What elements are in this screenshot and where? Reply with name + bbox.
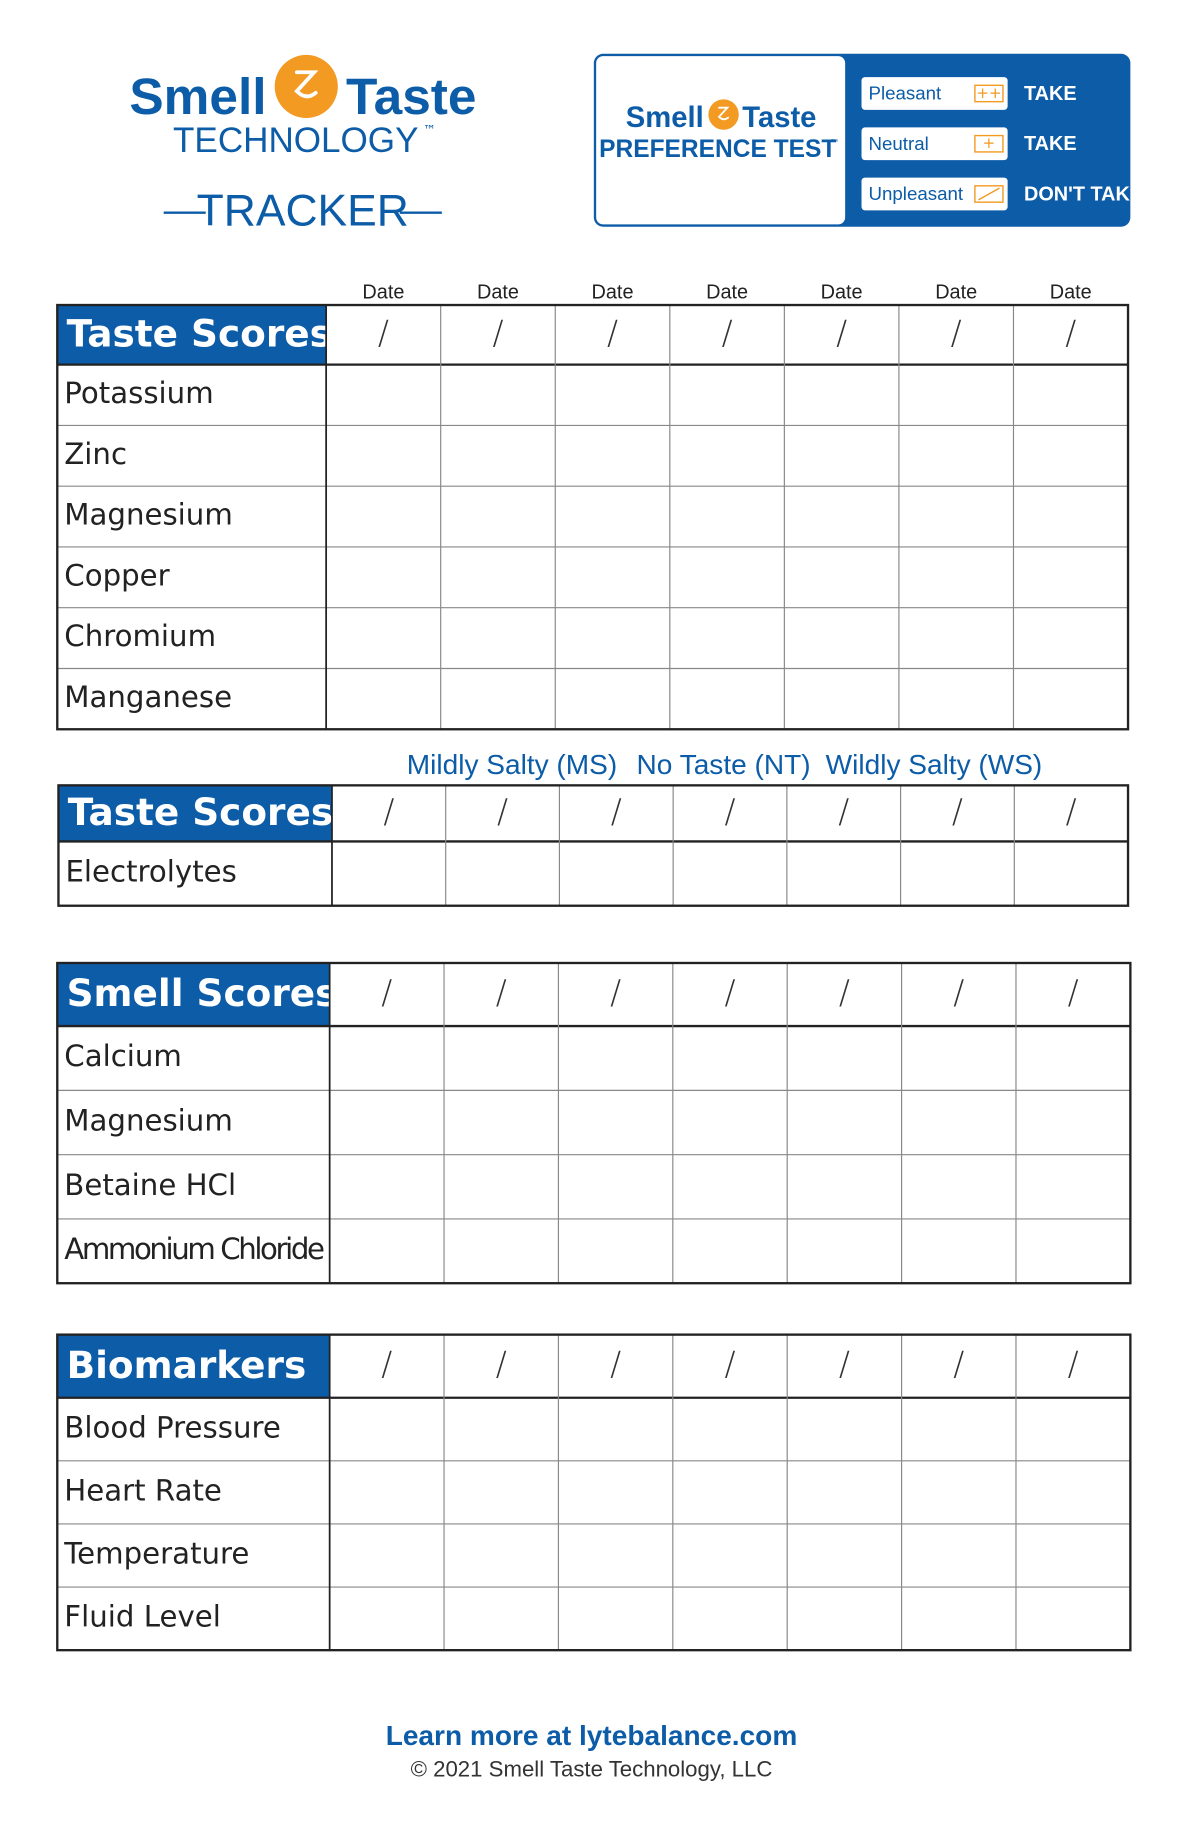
legend-symbol-box — [974, 84, 1004, 103]
table-border — [56, 1333, 1132, 1652]
date-label: Date — [1050, 282, 1092, 304]
date-label: Date — [706, 282, 748, 304]
date-separator: / — [836, 314, 847, 352]
row-label: Heart Rate — [64, 1473, 222, 1507]
row-label: Magnesium — [64, 498, 233, 532]
salty-key: Wildly Salty (WS) — [826, 749, 1043, 780]
date-separator: / — [496, 974, 507, 1012]
date-separator: / — [953, 1345, 964, 1383]
date-separator: / — [611, 792, 622, 830]
logo-word: Taste — [346, 67, 476, 125]
date-separator: / — [952, 792, 963, 830]
date-separator: / — [383, 792, 394, 830]
row-label: Chromium — [64, 619, 216, 653]
date-label: Date — [592, 282, 634, 304]
section-title: Smell Scores — [67, 971, 338, 1015]
legend-word: Taste — [742, 102, 816, 134]
trademark: ™ — [423, 123, 436, 138]
row-label: Blood Pressure — [64, 1410, 281, 1444]
date-separator: / — [838, 792, 849, 830]
salty-key: Mildly Salty (MS) — [407, 749, 617, 780]
date-separator: / — [724, 974, 735, 1012]
date-separator: / — [381, 1345, 392, 1383]
legend-option — [861, 77, 1008, 110]
legend-action: DON'T TAKE — [1024, 183, 1143, 205]
date-label: Date — [821, 282, 863, 304]
legend-label: Pleasant — [869, 83, 943, 104]
row-label: Copper — [64, 558, 170, 592]
section-title: Taste Scores — [68, 790, 333, 834]
date-separator: / — [1066, 792, 1077, 830]
section-header — [57, 1334, 330, 1398]
date-separator: / — [610, 1345, 621, 1383]
date-separator: / — [1068, 974, 1079, 1012]
row-label: Calcium — [64, 1039, 182, 1073]
logo-subtitle: TECHNOLOGY — [173, 121, 418, 160]
row-label: Manganese — [64, 680, 232, 714]
legend-symbol-box — [974, 185, 1004, 203]
footer-link: Learn more at lytebalance.com — [386, 1720, 798, 1751]
legend-option — [861, 127, 1008, 161]
date-separator: / — [1065, 314, 1076, 352]
section-header — [57, 305, 327, 365]
row-label: Fluid Level — [64, 1600, 221, 1634]
date-separator: / — [492, 314, 503, 352]
section-title: Biomarkers — [67, 1343, 307, 1387]
date-separator: / — [610, 974, 621, 1012]
date-label: Date — [935, 282, 977, 304]
table-border — [56, 303, 1130, 731]
table-border — [57, 784, 1130, 907]
row-label: Electrolytes — [65, 855, 236, 889]
tracker-title: TRACKER — [197, 187, 409, 236]
date-separator: / — [1068, 1345, 1079, 1383]
legend-left — [596, 56, 846, 225]
row-label: Magnesium — [64, 1104, 233, 1138]
date-label: Date — [362, 282, 404, 304]
date-separator: / — [839, 1345, 850, 1383]
section-title: Taste Scores — [67, 311, 332, 355]
legend-word: Smell — [626, 102, 704, 134]
legend-label: Neutral — [869, 133, 929, 154]
date-separator: / — [722, 314, 733, 352]
date-separator: / — [607, 314, 618, 352]
date-separator: / — [839, 974, 850, 1012]
logo-glyph — [717, 106, 730, 121]
date-separator: / — [724, 1345, 735, 1383]
legend-action: TAKE — [1024, 133, 1077, 155]
date-separator: / — [497, 792, 508, 830]
row-label: Temperature — [63, 1537, 249, 1571]
date-separator: / — [496, 1345, 507, 1383]
row-label: Zinc — [64, 437, 127, 471]
date-separator: / — [953, 974, 964, 1012]
row-label: Potassium — [64, 376, 213, 410]
logo-glyph — [294, 70, 319, 99]
legend-label: Unpleasant — [869, 183, 964, 204]
table-border — [56, 961, 1132, 1285]
date-label: Date — [477, 282, 519, 304]
date-separator: / — [378, 314, 389, 352]
date-separator: / — [381, 974, 392, 1012]
legend-action: TAKE — [1024, 83, 1077, 105]
row-label: Betaine HCl — [64, 1168, 236, 1202]
section-header — [58, 785, 332, 842]
date-separator: / — [724, 792, 735, 830]
logo-badge — [274, 54, 338, 119]
legend-symbol-slash — [978, 187, 1000, 201]
logo-word: Smell — [129, 67, 266, 125]
legend-title: PREFERENCE TEST — [599, 136, 836, 163]
date-separator: / — [951, 314, 962, 352]
legend-symbol: ++ — [976, 84, 1001, 102]
row-label: Ammonium Chloride — [64, 1232, 325, 1266]
salty-key: No Taste (NT) — [637, 749, 811, 780]
legend-symbol-box — [974, 134, 1004, 153]
legend-symbol: + — [983, 134, 996, 152]
trademark: ™ — [830, 138, 839, 149]
legend-option — [861, 177, 1008, 211]
section-header — [57, 962, 330, 1027]
logo-badge — [708, 99, 739, 130]
copyright: © 2021 Smell Taste Technology, LLC — [411, 1756, 773, 1781]
